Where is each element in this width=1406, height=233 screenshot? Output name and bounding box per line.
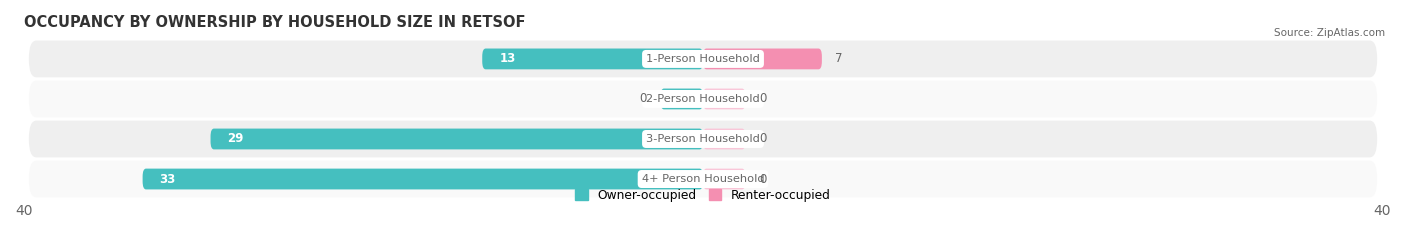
FancyBboxPatch shape [703, 169, 745, 189]
Text: 33: 33 [160, 172, 176, 185]
Text: 13: 13 [499, 52, 516, 65]
FancyBboxPatch shape [30, 161, 1376, 197]
Text: 29: 29 [228, 133, 243, 145]
FancyBboxPatch shape [703, 48, 823, 69]
FancyBboxPatch shape [30, 81, 1376, 117]
FancyBboxPatch shape [703, 89, 745, 109]
FancyBboxPatch shape [703, 129, 745, 149]
Text: 0: 0 [640, 93, 647, 106]
FancyBboxPatch shape [661, 89, 703, 109]
FancyBboxPatch shape [30, 41, 1376, 77]
FancyBboxPatch shape [142, 169, 703, 189]
Text: 7: 7 [835, 52, 844, 65]
Legend: Owner-occupied, Renter-occupied: Owner-occupied, Renter-occupied [571, 184, 835, 207]
Text: Source: ZipAtlas.com: Source: ZipAtlas.com [1274, 28, 1385, 38]
Text: 4+ Person Household: 4+ Person Household [641, 174, 765, 184]
Text: OCCUPANCY BY OWNERSHIP BY HOUSEHOLD SIZE IN RETSOF: OCCUPANCY BY OWNERSHIP BY HOUSEHOLD SIZE… [24, 15, 526, 30]
Text: 0: 0 [759, 93, 766, 106]
Text: 2-Person Household: 2-Person Household [647, 94, 759, 104]
FancyBboxPatch shape [211, 129, 703, 149]
Text: 1-Person Household: 1-Person Household [647, 54, 759, 64]
Text: 0: 0 [759, 172, 766, 185]
FancyBboxPatch shape [482, 48, 703, 69]
Text: 3-Person Household: 3-Person Household [647, 134, 759, 144]
FancyBboxPatch shape [30, 120, 1376, 158]
Text: 0: 0 [759, 133, 766, 145]
